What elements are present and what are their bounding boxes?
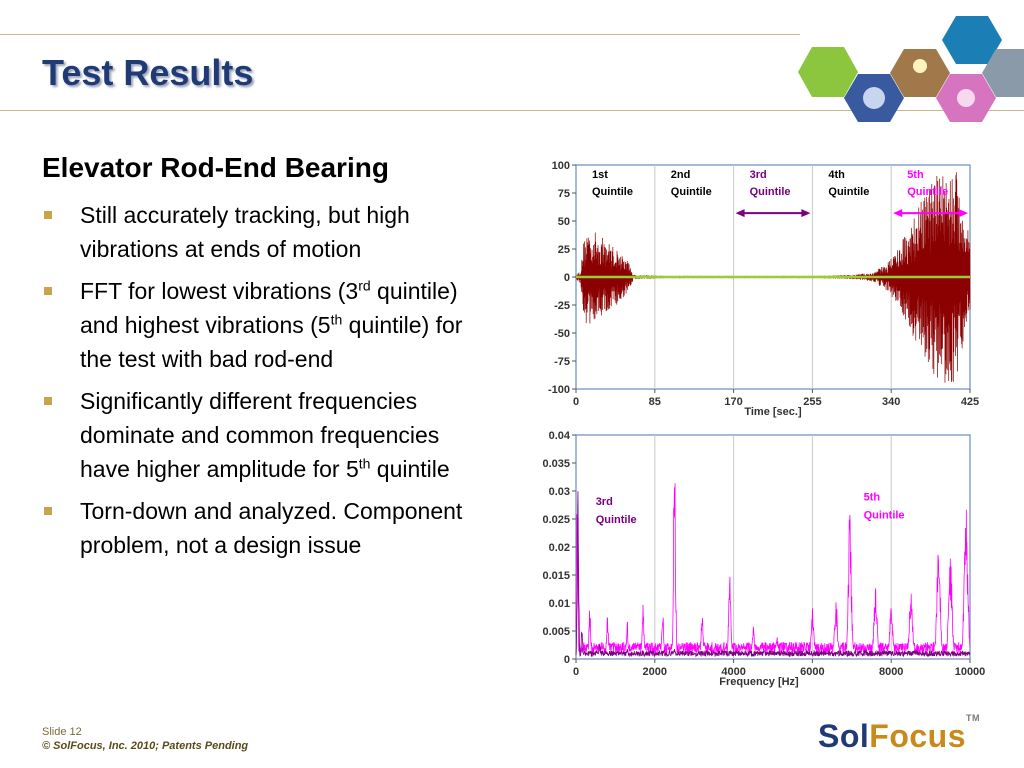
logo-part-sol: Sol [818,718,870,754]
x-tick-label: 255 [803,396,821,408]
hexagon-blue [942,16,1002,64]
logo-trademark: TM [966,713,981,723]
x-axis-label: Frequency [Hz] [719,676,799,688]
title-rule-top [0,34,800,35]
bullet-text: Still accurately tracking, but high vibr… [80,202,410,262]
bullet-text: Significantly different frequencies domi… [80,388,440,482]
y-tick-label: -100 [548,384,570,396]
x-tick-label: 10000 [955,666,986,678]
bullet-text: quintile) and highest vibrations (5 [80,278,458,338]
arrow-head-left-icon [735,209,745,218]
y-tick-label: 0.03 [549,486,570,498]
series-label: 5th [864,492,881,504]
bullet-text: FFT for lowest vibrations (3 [80,278,359,304]
fft-series-line-3rd [575,491,971,658]
y-tick-label: -25 [554,300,570,312]
quintile-label: Quintile [828,186,869,198]
series-label: 3rd [596,496,613,508]
x-tick-label: 6000 [800,666,824,678]
bullet-list: Still accurately tracking, but high vibr… [40,198,495,570]
bullet-text: quintile [370,456,450,482]
bullet-square-icon [44,211,52,219]
x-tick-label: 0 [573,666,579,678]
solfocus-logo: SolFocusTM [818,714,980,755]
series-label: Quintile [864,510,905,522]
bullet-item: Torn-down and analyzed. Component proble… [40,494,495,562]
section-heading: Elevator Rod-End Bearing [42,152,389,183]
fft-series-line-5th [575,483,971,655]
slide-number: Slide 12 [42,726,82,738]
y-tick-label: 0.01 [549,598,570,610]
y-tick-label: 0.005 [542,626,570,638]
y-tick-label: 25 [558,244,570,256]
bullet-text: quintile) for the test with bad rod-end [80,312,463,372]
superscript: th [330,311,343,328]
x-tick-label: 0 [573,396,579,408]
superscript: th [358,455,371,472]
header-hexagon-graphic [798,16,1024,122]
bullet-square-icon [44,507,52,515]
y-tick-label: 0.015 [542,570,570,582]
y-tick-label: 0.035 [542,458,570,470]
y-tick-label: -75 [554,356,570,368]
x-tick-label: 85 [649,396,661,408]
quintile-label: Quintile [592,186,633,198]
y-tick-label: 50 [558,216,570,228]
x-tick-label: 2000 [643,666,667,678]
sun-icon [913,59,927,73]
quintile-label: 5th [907,169,924,181]
flower-icon [957,89,975,107]
x-tick-label: 8000 [879,666,903,678]
bullet-item: Still accurately tracking, but high vibr… [40,198,495,266]
y-tick-label: 0.02 [549,542,570,554]
superscript: rd [358,277,371,294]
arrow-head-left-icon [893,209,903,218]
title-rule-bottom [0,110,1024,111]
quintile-label: 3rd [750,169,767,181]
y-tick-label: 75 [558,188,570,200]
x-axis-label: Time [sec.] [744,406,802,418]
y-tick-label: 0 [564,272,570,284]
x-tick-label: 170 [724,396,742,408]
bullet-text: Torn-down and analyzed. Component proble… [80,498,463,558]
y-tick-label: -50 [554,328,570,340]
slide-title: Test Results [42,52,254,93]
fft-chart: 0 2000 4000 6000 8000 100000.040.0350.030.025… [542,430,985,688]
hexagon-photo-grey [982,49,1024,97]
quintile-label: 1st [592,169,608,181]
x-tick-label: 425 [961,396,979,408]
sphere-icon [863,87,885,109]
y-tick-label: 0.04 [549,430,571,442]
plot-frame [575,434,971,660]
y-tick-label: 100 [552,160,570,172]
x-tick-label: 340 [882,396,900,408]
bullet-square-icon [44,397,52,405]
quintile-label: Quintile [671,186,712,198]
quintile-label: 4th [828,169,845,181]
bullet-item: FFT for lowest vibrations (3rd quintile)… [40,274,495,376]
series-label: Quintile [596,514,637,526]
bullet-item: Significantly different frequencies domi… [40,384,495,486]
quintile-label: Quintile [907,186,948,198]
arrow-head-right-icon [801,209,811,218]
hexagon-green [798,47,858,97]
copyright-notice: © SolFocus, Inc. 2010; Patents Pending [42,740,249,752]
arrow-head-right-icon [959,209,968,218]
bullet-square-icon [44,287,52,295]
quintile-label: Quintile [750,186,791,198]
y-tick-label: 0 [564,654,570,666]
logo-part-focus: Focus [869,718,967,754]
y-tick-label: 0.025 [542,514,570,526]
x-tick-label: 4000 [721,666,745,678]
quintile-label: 2nd [671,169,691,181]
